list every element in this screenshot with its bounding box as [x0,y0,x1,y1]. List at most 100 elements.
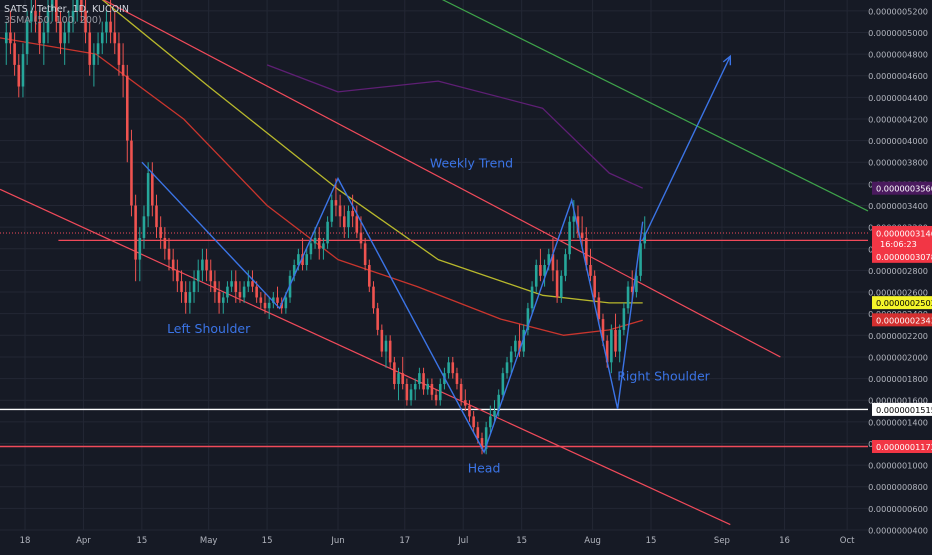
candle [159,216,162,249]
candles[interactable] [4,0,647,455]
x-tick-label: 15 [646,536,657,546]
candle [259,292,263,309]
candle-body [484,427,488,449]
candle [564,248,567,282]
candle-body [163,237,167,249]
candle [493,400,496,422]
candle [380,324,384,357]
candle-body [547,254,551,265]
candle [238,281,242,303]
candle-body [401,373,404,384]
price-tag-sma100: 0.0000002502 [872,296,932,310]
candle-body [46,10,50,33]
y-tick-label: 0.0000004600 [868,71,928,81]
candle-body [643,232,647,244]
candle [142,205,146,249]
candle-body [363,243,367,265]
candle-body [422,373,425,390]
x-tick-label: 15 [516,536,527,546]
candle [138,227,142,282]
candle [330,194,334,228]
candle-body [614,329,617,352]
candle [514,335,517,357]
y-tick-label: 0.0000001000 [868,461,928,471]
grid [0,0,868,531]
candle [234,270,238,303]
candle [422,367,425,395]
candle [580,216,584,249]
candle-body [472,416,475,428]
candle-body [130,140,133,206]
candle-body [397,373,400,384]
candle-body [526,308,530,330]
candle-body [585,237,588,265]
annotation-head: Head [468,461,501,476]
candle-body [55,0,58,22]
candle-body [176,270,179,282]
candle [376,302,379,336]
price-labels: 0.00000035600.000000314616:06:230.000000… [872,181,932,453]
candle-body [559,275,563,298]
candle [451,356,455,379]
price-tag-bg [872,181,932,195]
candle [409,383,413,406]
candle [484,421,488,455]
candle-body [100,32,104,44]
y-tick-label: 0.0000001800 [868,374,928,384]
candle [643,216,647,249]
candle [438,378,442,406]
candle [4,21,8,65]
candle-body [75,0,79,11]
candle [30,0,33,33]
x-tick-label: Jun [330,536,344,546]
candle-body [530,286,534,309]
candle [113,10,117,55]
candle [196,259,200,293]
candle-body [96,43,100,55]
price-tag-sma50: 0.0000002343 [872,313,932,327]
candle-body [376,308,379,330]
candle [25,10,29,65]
candle-body [501,373,505,395]
candle-body [201,259,204,271]
candle [447,356,450,379]
annotation-right-shoulder: Right Shoulder [617,369,710,384]
candle [618,324,621,363]
candle [489,405,492,433]
candle [221,292,225,314]
candle [593,270,596,303]
candle [626,281,630,314]
y-tick-label: 0.0000001600 [868,396,928,406]
x-axis[interactable]: 18 Apr 15 May 15 Jun 17 Jul 15 Aug 15 Sep 16 Oct [20,536,856,546]
price-tag-text: 0.0000003146 [876,228,932,238]
candle [96,32,100,65]
y-tick-label: 0.0000000800 [868,482,928,492]
candle-body [468,405,471,417]
symbol-title[interactable]: SATS / Tether, 1D, KUCOIN [4,4,129,15]
green-trendline [441,0,869,212]
candle-body [618,329,621,352]
candle [368,259,371,293]
candle-body [155,205,158,228]
candle-body [242,286,246,298]
candle-body [63,32,66,44]
candle [184,281,187,314]
candle-body [430,383,434,395]
price-tag-text: 0.0000001172 [876,442,932,452]
candle [468,400,471,422]
candle [305,248,309,271]
candle-body [388,340,392,363]
candle [555,259,559,303]
candle [71,0,75,33]
indicator-title[interactable]: 3SMA (50, 100, 200) [4,15,102,26]
moving-averages [0,0,643,336]
candle-body [121,64,125,76]
candle [217,281,221,314]
candle-body [347,210,350,228]
candle-body [221,297,225,303]
pattern-path [141,161,644,454]
candle-body [409,389,413,401]
